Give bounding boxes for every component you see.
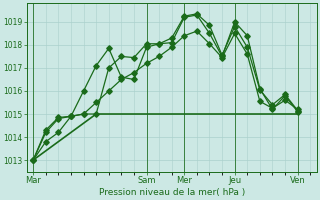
X-axis label: Pression niveau de la mer( hPa ): Pression niveau de la mer( hPa ) — [99, 188, 245, 197]
